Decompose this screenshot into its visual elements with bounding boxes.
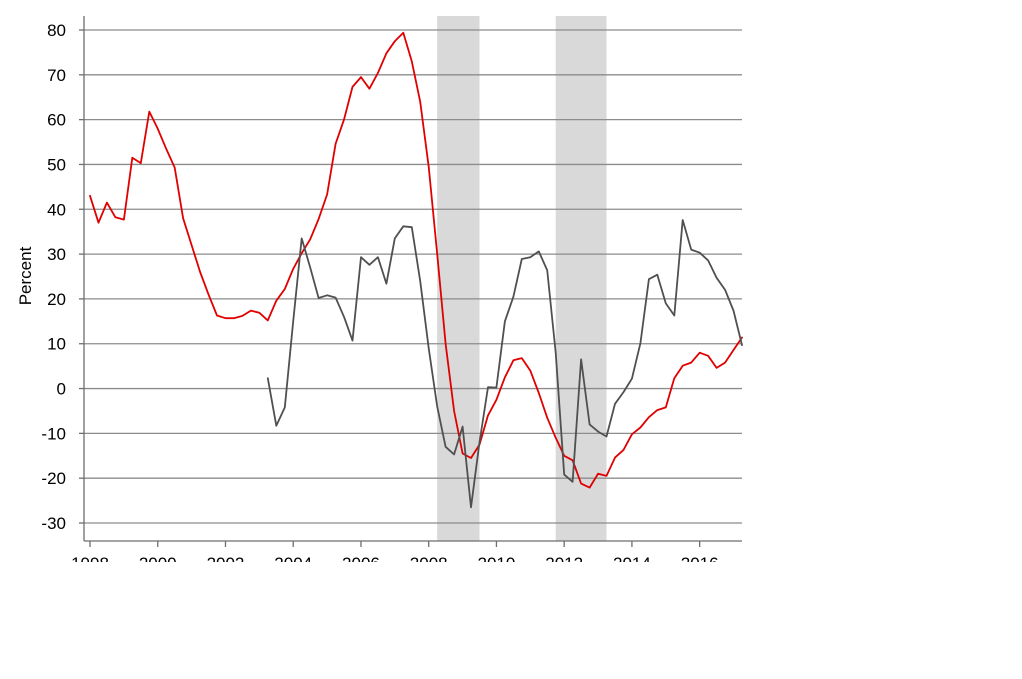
x-tick-label: 1998 (71, 554, 109, 573)
recession-band-2 (555, 16, 607, 541)
x-tick-label: 2004 (274, 554, 312, 573)
series-line-2 (266, 219, 743, 509)
y-tick-label: 70 (47, 66, 66, 85)
y-tick-labels: 80 70 60 50 40 30 20 10 0 -10 -20 -30 (41, 21, 66, 533)
recession-bands (437, 16, 607, 541)
y-tick-label: -30 (41, 514, 66, 533)
grid-lines (84, 29, 742, 524)
x-tick-label: 2008 (410, 554, 448, 573)
recession-band-1 (437, 16, 480, 541)
y-axis-title: Percent (16, 246, 35, 305)
x-tick-label: 2006 (342, 554, 380, 573)
y-tick-label: -20 (41, 469, 66, 488)
x-tick-label: 2016 (681, 554, 719, 573)
y-tick-label: 20 (47, 290, 66, 309)
axes (79, 16, 742, 547)
y-tick-label: -10 (41, 424, 66, 443)
x-tick-label: 2002 (207, 554, 245, 573)
y-tick-label: 40 (47, 200, 66, 219)
x-tick-label: 2014 (613, 554, 651, 573)
y-tick-label: 0 (57, 380, 66, 399)
x-tick-label: 2000 (139, 554, 177, 573)
series-line-1 (89, 31, 743, 489)
y-tick-label: 80 (47, 21, 66, 40)
series-lines (89, 31, 743, 509)
x-tick-labels: 1998 2000 2002 2004 2006 2008 2010 2012 2014 2016 (71, 554, 719, 573)
y-tick-label: 60 (47, 111, 66, 130)
x-tick-label: 2010 (478, 554, 516, 573)
y-tick-label: 30 (47, 245, 66, 264)
y-tick-label: 10 (47, 335, 66, 354)
x-tick-label: 2012 (545, 554, 583, 573)
y-tick-label: 50 (47, 155, 66, 174)
